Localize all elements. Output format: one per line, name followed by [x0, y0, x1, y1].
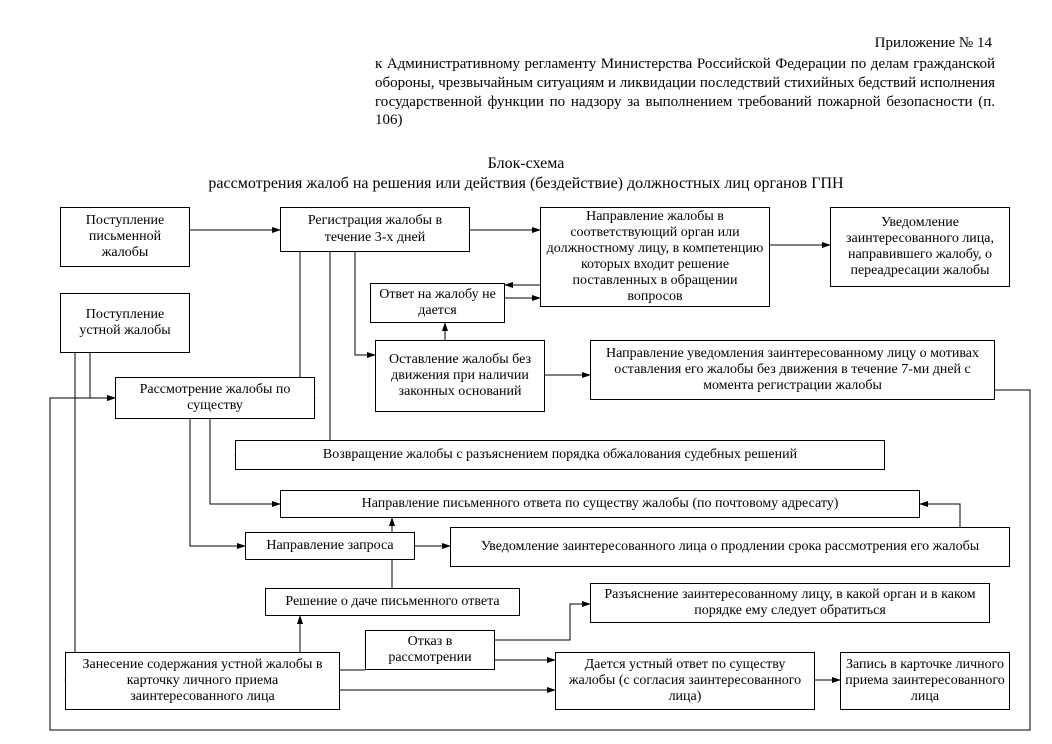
flow-node-notifyRe: Уведомление заинтересованного лица, напр…: [830, 207, 1010, 287]
flow-node-review: Рассмотрение жалобы по существу: [115, 377, 315, 419]
flow-node-return: Возвращение жалобы с разъяснением порядк…: [235, 440, 885, 470]
flow-node-request: Направление запроса: [245, 532, 415, 560]
flow-node-decide: Решение о даче письменного ответа: [265, 588, 520, 616]
title-line2: рассмотрения жалоб на решения или действ…: [0, 175, 1052, 193]
flow-node-register: Регистрация жалобы в течение 3-х дней: [280, 207, 470, 252]
flow-node-suspend: Оставление жалобы без движения при налич…: [375, 340, 545, 412]
flow-node-written: Поступление письменной жалобы: [60, 207, 190, 267]
appendix-number: Приложение № 14: [875, 35, 992, 52]
flow-node-oralans: Дается устный ответ по существу жалобы (…: [555, 652, 815, 710]
flow-node-reply: Направление письменного ответа по сущест…: [280, 490, 920, 518]
flow-node-oral: Поступление устной жалобы: [60, 293, 190, 353]
flow-node-extend: Уведомление заинтересованного лица о про…: [450, 527, 1010, 567]
flow-node-record: Запись в карточке личного приема заинтер…: [840, 652, 1010, 710]
regulation-text: к Административному регламенту Министерс…: [375, 55, 995, 130]
flow-node-notify7: Направление уведомления заинтересованном…: [590, 340, 995, 400]
flow-node-explain: Разъяснение заинтересованному лицу, в ка…: [590, 583, 990, 623]
flow-node-route: Направление жалобы в соответствующий орг…: [540, 207, 770, 307]
flow-node-refuse: Отказ в рассмотрении: [365, 630, 495, 670]
title-line1: Блок-схема: [0, 155, 1052, 173]
flow-node-log: Занесение содержания устной жалобы в кар…: [65, 652, 340, 710]
flow-node-noanswer: Ответ на жалобу не дается: [370, 283, 505, 323]
